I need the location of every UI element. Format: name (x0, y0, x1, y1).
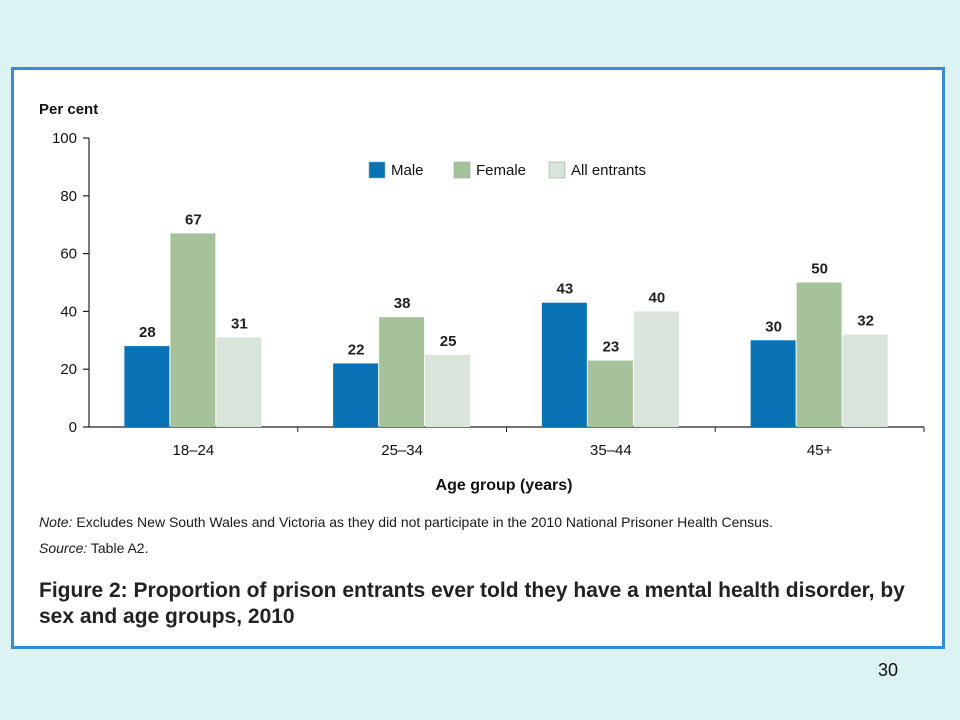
bar (750, 340, 796, 427)
x-tick-label: 45+ (807, 442, 833, 459)
bar-value-label: 30 (765, 318, 782, 335)
bar-value-label: 28 (139, 324, 156, 341)
bar (796, 282, 842, 427)
bar (170, 233, 216, 427)
bar (379, 317, 425, 427)
bar (425, 354, 471, 427)
bar (216, 337, 262, 427)
y-tick-label: 40 (60, 303, 77, 320)
bar-chart: Per cent 0 20 40 60 80 100 Male Female All entr… (39, 101, 925, 494)
bar (633, 311, 679, 427)
page-number: 30 (878, 660, 899, 680)
note-text: Excludes New South Wales and Victoria as… (72, 514, 773, 530)
x-tick-label: 18–24 (173, 442, 215, 459)
bar-value-label: 50 (811, 261, 828, 278)
x-axis-title: Age group (years) (436, 477, 573, 494)
y-tick-label: 0 (69, 419, 77, 436)
bar-value-label: 67 (185, 211, 202, 228)
y-axis-title: Per cent (39, 101, 98, 118)
bar (541, 302, 587, 427)
bar-value-label: 22 (348, 341, 365, 358)
chart-note: Note: Excludes New South Wales and Victo… (39, 514, 773, 530)
bar (124, 346, 170, 427)
bar-value-label: 40 (649, 289, 666, 306)
bar-value-label: 25 (440, 333, 457, 350)
legend-swatch (368, 161, 386, 179)
legend-label: Male (391, 162, 424, 179)
y-tick-label: 100 (52, 130, 77, 147)
bar-value-label: 43 (557, 281, 574, 298)
legend-label: All entrants (571, 162, 646, 179)
x-tick-label: 25–34 (381, 442, 423, 459)
note-label: Note: (39, 514, 73, 530)
bar (333, 363, 379, 427)
bar-value-label: 23 (603, 339, 620, 356)
legend-swatch (548, 161, 566, 179)
figure-caption: Figure 2: Proportion of prison entrants … (39, 579, 905, 628)
bar-value-label: 32 (857, 313, 874, 330)
source-label: Source: (39, 540, 88, 556)
y-tick-label: 20 (60, 361, 77, 378)
y-tick-label: 60 (60, 246, 77, 263)
legend-swatch (453, 161, 471, 179)
chart-source: Source: Table A2. (39, 540, 149, 556)
source-text: Table A2. (87, 540, 149, 556)
bar-value-label: 38 (394, 295, 411, 312)
legend-label: Female (476, 162, 526, 179)
x-tick-label: 35–44 (590, 442, 632, 459)
bar-value-label: 31 (231, 315, 248, 332)
bar (842, 334, 888, 427)
figure-panel: Per cent 0 20 40 60 80 100 Male Female All entr… (11, 67, 945, 649)
bar (587, 360, 633, 427)
y-tick-label: 80 (60, 188, 77, 205)
